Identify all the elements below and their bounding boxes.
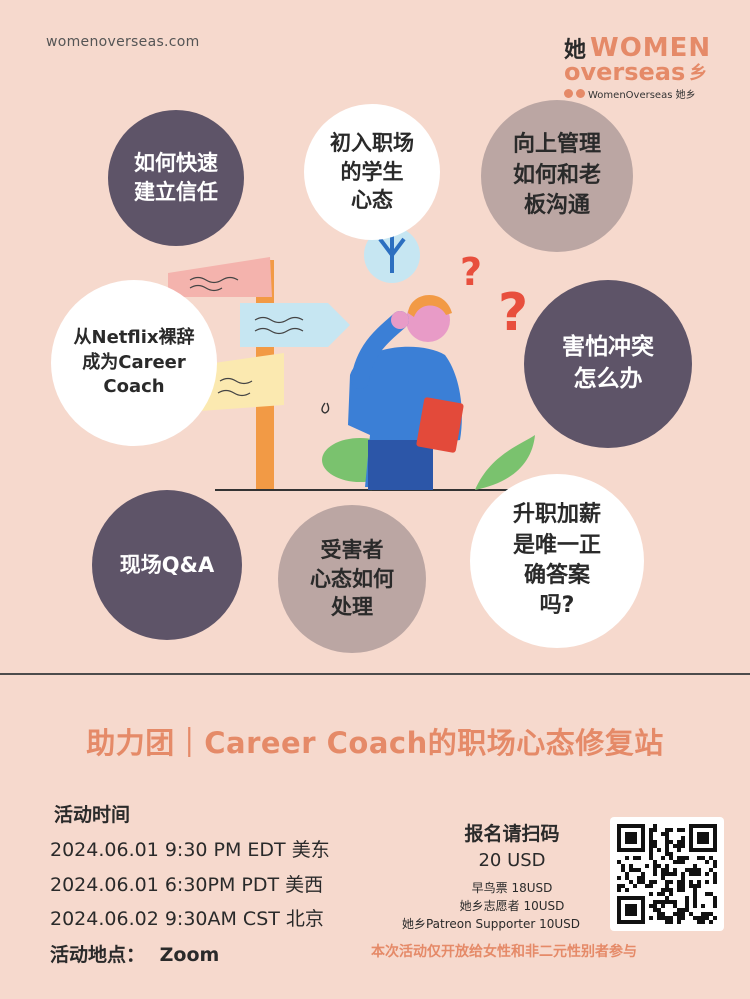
price-patreon: 她乡Patreon Supporter 10USD xyxy=(401,917,581,931)
topic-bubble-qa: 现场Q&A xyxy=(92,490,242,640)
question-mark-icon: ? xyxy=(498,283,528,343)
time-cst: 2024.06.02 9:30AM CST 北京 xyxy=(50,908,324,930)
location: 活动地点： Zoom xyxy=(50,940,219,967)
logo-subtitle: WomenOverseas 她乡 xyxy=(564,86,714,101)
topic-bubble-student: 初入职场 的学生 心态 xyxy=(304,104,440,240)
plant-right xyxy=(475,435,535,490)
sign-blue-lines xyxy=(254,316,304,335)
qr-code[interactable] xyxy=(610,817,724,931)
topic-bubble-netflix: 从Netflix裸辞 成为Career Coach xyxy=(51,280,217,446)
divider xyxy=(0,673,750,675)
eligibility-note: 本次活动仅开放给女性和非二元性别者参与 xyxy=(371,944,637,960)
sign-blue xyxy=(240,303,350,347)
logo-overseas: overseas xyxy=(564,58,686,86)
schedule-heading: 活动时间 xyxy=(54,804,131,826)
event-title: 助力团｜Career Coach的职场心态修复站 xyxy=(86,726,664,760)
topic-bubble-victim: 受害者 心态如何 处理 xyxy=(278,505,426,653)
register-heading: 报名请扫码 xyxy=(464,823,560,845)
price-early: 早鸟票 18USD xyxy=(471,881,553,895)
topic-bubble-managing-up: 向上管理 如何和老 板沟通 xyxy=(481,100,633,252)
person-folder xyxy=(416,397,464,453)
split-arrow-icon xyxy=(378,235,406,273)
qr-pattern xyxy=(617,824,717,924)
sign-yellow-lines xyxy=(217,377,253,397)
question-mark-icon: ? xyxy=(460,250,482,294)
price: 20 USD xyxy=(478,850,546,871)
topic-bubble-conflict: 害怕冲突 怎么办 xyxy=(524,280,692,448)
site-url[interactable]: womenoverseas.com xyxy=(46,34,200,50)
weibo-icon xyxy=(564,89,573,98)
sign-yellow xyxy=(200,353,284,411)
logo-xiang: 乡 xyxy=(689,63,708,84)
brand-logo: 她 WOMEN overseas 乡 WomenOverseas 她乡 xyxy=(564,32,714,102)
person-hair xyxy=(408,294,452,317)
swirl-icon xyxy=(321,402,330,414)
time-pt: 2024.06.01 6:30PM PDT 美西 xyxy=(50,874,324,896)
person-pants xyxy=(368,440,433,490)
topic-bubble-promotion: 升职加薪 是唯一正 确答案 吗? xyxy=(470,474,644,648)
illustration: ? ? xyxy=(168,227,535,491)
location-label: 活动地点： xyxy=(50,944,146,966)
person-hand xyxy=(391,311,409,329)
time-et: 2024.06.01 9:30 PM EDT 美东 xyxy=(50,839,330,861)
price-volunteer: 她乡志愿者 10USD xyxy=(459,899,565,913)
logo-women: WOMEN xyxy=(590,33,712,63)
logo-cn: 她 xyxy=(564,38,587,63)
location-value: Zoom xyxy=(159,944,220,966)
sign-pink xyxy=(168,257,272,297)
wechat-icon xyxy=(576,89,585,98)
topic-bubble-trust: 如何快速 建立信任 xyxy=(108,110,244,246)
sign-pink-lines xyxy=(189,276,239,292)
